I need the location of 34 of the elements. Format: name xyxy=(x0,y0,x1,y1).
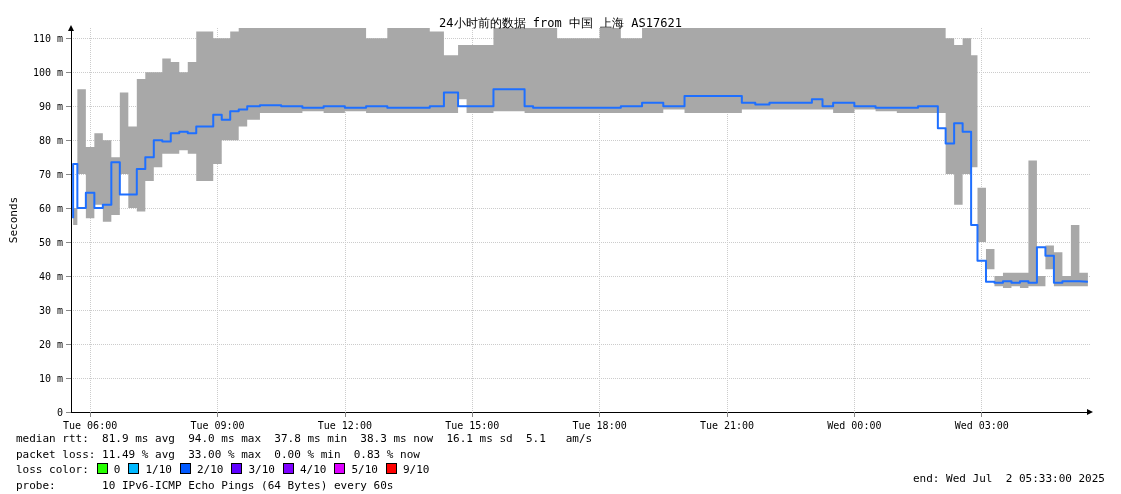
x-tick-label: Tue 15:00 xyxy=(445,419,500,431)
text: 0 xyxy=(113,463,121,476)
text: 1/10 xyxy=(145,463,172,476)
x-tick-label: Tue 06:00 xyxy=(63,419,118,431)
text: 2/10 xyxy=(196,463,224,476)
y-tick-label: 110 m xyxy=(32,32,63,44)
text: 3/10 xyxy=(248,463,275,476)
y-tick-label: 0 xyxy=(56,406,63,418)
text: median rtt: 81.9 ms avg 94.0 ms max 37.8 ms min 38.3 ms now 16.1 ms sd 5.1 am/s xyxy=(16,431,593,447)
chart-title: 24小时前的数据 from 中国 上海 AS17621 xyxy=(439,16,682,30)
y-tick-label: 50 m xyxy=(38,236,63,248)
x-tick-label: Tue 21:00 xyxy=(699,419,755,431)
y-tick-label: 60 m xyxy=(38,202,63,214)
x-tick-label: Wed 00:00 xyxy=(827,419,882,431)
y-tick-label: 20 m xyxy=(38,338,63,350)
y-tick-label: 10 m xyxy=(38,372,63,384)
x-tick-label: Wed 03:00 xyxy=(954,419,1009,431)
y-axis-title: Seconds xyxy=(7,196,20,244)
x-tick-label: Tue 18:00 xyxy=(572,419,627,431)
y-tick-label: 70 m xyxy=(38,168,63,180)
text: 9/10 xyxy=(402,463,430,476)
y-tick-label: 30 m xyxy=(38,304,63,316)
x-tick-label: Tue 12:00 xyxy=(317,419,372,431)
text: packet loss: 11.49 % avg 33.00 % max 0.00 % min 0.83 % now xyxy=(16,446,421,462)
text: 4/10 xyxy=(299,463,327,476)
y-tick-label: 90 m xyxy=(38,100,63,112)
text: loss color: xyxy=(16,463,89,476)
text: 5/10 xyxy=(351,463,378,476)
text: probe: 10 IPv6-ICMP Echo Pings (64 Bytes) every 60s xyxy=(16,477,395,493)
y-tick-label: 100 m xyxy=(32,66,63,78)
y-tick-label: 40 m xyxy=(38,270,63,282)
text: end: Wed Jul 2 05:33:00 2025 xyxy=(912,472,1105,485)
x-tick-label: Tue 09:00 xyxy=(190,419,245,431)
y-tick-label: 80 m xyxy=(38,134,63,146)
